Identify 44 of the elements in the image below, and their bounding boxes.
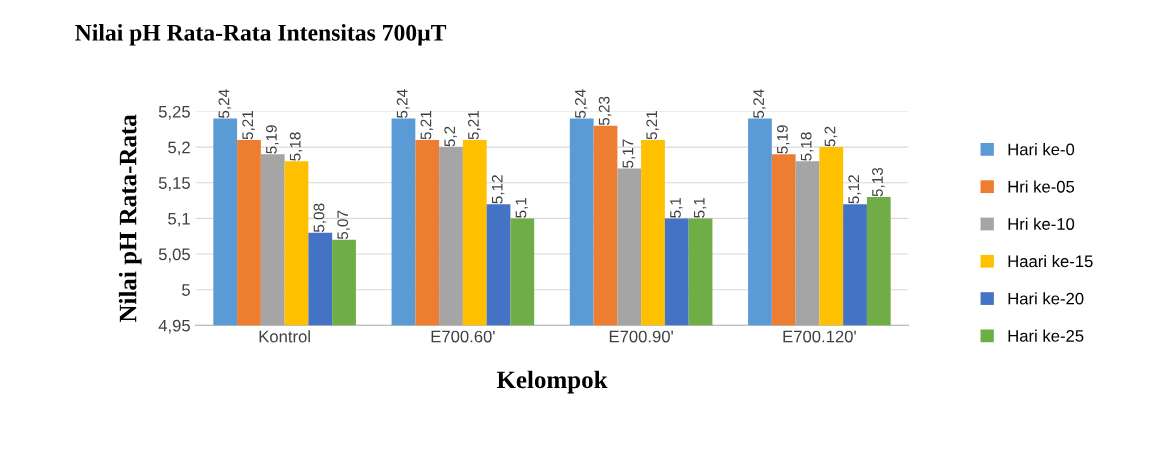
data-label: 5,18: [289, 132, 303, 161]
data-label: 5,24: [574, 89, 588, 118]
data-label: 5,07: [337, 210, 350, 240]
legend-label: Hari ke-0: [1008, 143, 1075, 156]
legend-label: Haari ke-15: [1008, 254, 1093, 268]
data-label: 5,1: [693, 197, 707, 218]
y-axis-title: Nilai pH Rata-Rata: [118, 114, 142, 323]
legend-label: Hri ke-10: [1008, 217, 1075, 230]
y-tick-label: 5,05: [158, 248, 190, 263]
data-label: 5,19: [777, 125, 790, 154]
data-label: 5,1: [515, 197, 529, 218]
data-label: 5,1: [670, 197, 683, 218]
data-label: 5,19: [266, 125, 279, 154]
y-tick-label: 5,1: [168, 212, 190, 227]
data-label: 5,17: [622, 139, 636, 168]
data-label: 5,24: [218, 89, 232, 118]
x-tick-label: E700.60': [431, 330, 495, 343]
legend-label: Hri ke-05: [1008, 180, 1075, 193]
data-label: 5,24: [396, 89, 410, 118]
y-tick-label: 5,15: [158, 177, 190, 191]
data-label: 5,2: [824, 126, 838, 147]
chart-title: Nilai pH Rata-Rata Intensitas 700µT: [75, 24, 447, 46]
x-tick-label: E700.90': [609, 330, 673, 343]
data-label: 5,24: [753, 89, 766, 118]
data-label: 5,21: [468, 111, 481, 140]
x-axis-title: Kelompok: [496, 370, 608, 394]
data-label: 5,12: [848, 175, 861, 204]
data-label: 5,21: [646, 111, 659, 140]
y-tick-label: 5: [182, 284, 190, 296]
data-label: 5,18: [800, 132, 814, 161]
data-label: 5,23: [598, 96, 612, 126]
data-label: 5,2: [444, 126, 457, 147]
legend-label: Hari ke-20: [1008, 292, 1084, 305]
legend-label: Hari ke-25: [1008, 329, 1084, 342]
data-label: 5,13: [872, 167, 885, 197]
data-label: 5,21: [420, 111, 434, 140]
data-label: 5,12: [491, 175, 505, 204]
x-tick-label: Kontrol: [259, 330, 310, 343]
y-tick-label: 5,25: [158, 105, 190, 120]
y-tick-label: 4,95: [158, 319, 190, 334]
data-label: 5,21: [242, 111, 255, 140]
data-label: 5,08: [313, 203, 327, 233]
x-tick-label: E700.120': [783, 330, 856, 343]
y-tick-label: 5,2: [168, 141, 190, 156]
